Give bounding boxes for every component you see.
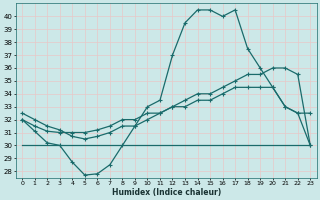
X-axis label: Humidex (Indice chaleur): Humidex (Indice chaleur) — [112, 188, 221, 197]
